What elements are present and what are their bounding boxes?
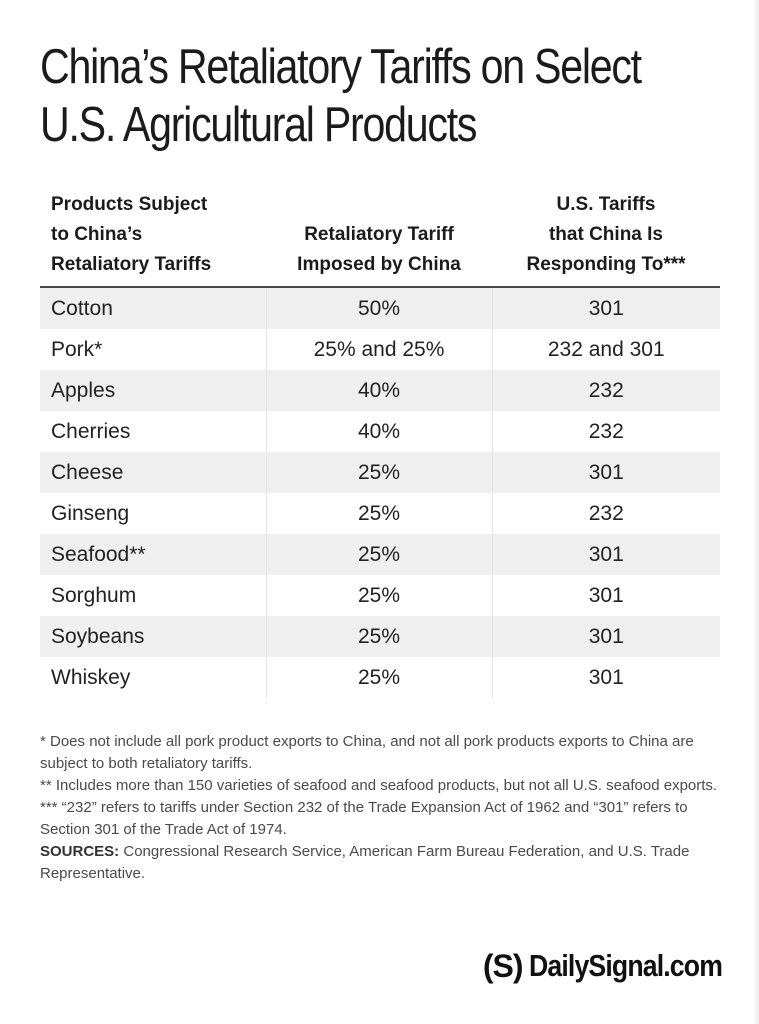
retaliatory-tariff-cell: 40% — [265, 411, 492, 452]
us-tariff-cell: 232 — [491, 411, 720, 452]
retaliatory-tariff-cell: 25% — [265, 616, 492, 657]
retaliatory-tariff-cell: 25% — [265, 534, 492, 575]
footnote-sections: *** “232” refers to tariffs under Sectio… — [40, 799, 688, 838]
us-tariff-cell: 301 — [491, 657, 720, 698]
table-header-row: Products Subject to China’s Retaliatory … — [40, 190, 720, 288]
page-title: China’s Retaliatory Tariffs on Select U.… — [40, 38, 642, 154]
header-us-tariffs-line: that China Is — [548, 224, 663, 245]
header-us-tariffs-line: U.S. Tariffs — [556, 194, 656, 215]
product-cell: Cherries — [51, 419, 131, 443]
title-line-1: China’s Retaliatory Tariffs on Select — [40, 40, 642, 94]
retaliatory-tariff-cell: 25% — [265, 575, 492, 616]
us-tariff-cell: 232 — [491, 493, 720, 534]
sources-label: SOURCES: — [40, 843, 120, 860]
us-tariff-cell: 301 — [491, 534, 720, 575]
title-line-2: U.S. Agricultural Products — [40, 98, 477, 152]
header-retaliatory-line: Imposed by China — [297, 254, 461, 275]
retaliatory-tariff-cell: 25% — [265, 452, 492, 493]
retaliatory-tariff-cell: 50% — [265, 287, 492, 329]
us-tariff-cell: 301 — [491, 287, 720, 329]
product-cell: Whiskey — [51, 665, 131, 689]
header-products-line: to China’s — [51, 224, 143, 245]
footnote-seafood: ** Includes more than 150 varieties of s… — [40, 777, 718, 794]
table-row: Pork* 25% and 25% 232 and 301 — [40, 329, 720, 370]
daily-signal-logo: (S) — [482, 948, 524, 984]
us-tariff-cell: 301 — [491, 575, 720, 616]
page-edge-shadow — [753, 0, 759, 1024]
table-row: Cotton 50% 301 — [40, 287, 720, 329]
sources-text: Congressional Research Service, American… — [40, 843, 690, 882]
product-cell: Pork* — [51, 337, 103, 361]
us-tariff-cell: 301 — [491, 616, 720, 657]
product-cell: Cotton — [40, 287, 266, 329]
table-row: Seafood** 25% 301 — [40, 534, 720, 575]
retaliatory-tariff-cell: 25% — [265, 493, 492, 534]
product-cell: Apples — [40, 370, 266, 411]
table-row: Apples 40% 232 — [40, 370, 720, 411]
table-row: Cherries 40% 232 — [40, 411, 720, 452]
retaliatory-tariff-cell: 25% and 25% — [265, 329, 492, 370]
header-products-line: Retaliatory Tariffs — [51, 254, 212, 275]
sources-note: SOURCES: Congressional Research Service,… — [40, 841, 730, 885]
product-cell: Sorghum — [51, 583, 137, 607]
table-row: Cheese 25% 301 — [40, 452, 720, 493]
header-us-tariffs-line: Responding To*** — [526, 254, 686, 275]
brand-footer: (S) DailySignal.com — [482, 946, 723, 986]
us-tariff-cell: 232 — [491, 370, 720, 411]
table-row: Sorghum 25% 301 — [40, 575, 720, 616]
header-products: Products Subject to China’s Retaliatory … — [40, 190, 266, 288]
tariffs-table: Products Subject to China’s Retaliatory … — [40, 190, 720, 698]
product-cell: Soybeans — [40, 616, 266, 657]
footnote-pork: * Does not include all pork product expo… — [40, 733, 694, 772]
header-products-line: Products Subject — [51, 194, 208, 215]
brand-wordmark: DailySignal.com — [528, 948, 723, 983]
us-tariff-cell: 301 — [491, 452, 720, 493]
table-row: Ginseng 25% 232 — [40, 493, 720, 534]
us-tariff-cell: 232 and 301 — [491, 329, 720, 370]
table-row: Soybeans 25% 301 — [40, 616, 720, 657]
footnotes: * Does not include all pork product expo… — [40, 731, 730, 885]
product-cell: Ginseng — [51, 501, 130, 525]
table-row: Whiskey 25% 301 — [40, 657, 720, 698]
retaliatory-tariff-cell: 25% — [265, 657, 492, 698]
header-us-tariffs: U.S. Tariffs that China Is Responding To… — [492, 190, 720, 288]
product-cell: Cheese — [40, 452, 266, 493]
header-retaliatory-line: Retaliatory Tariff — [304, 224, 454, 245]
retaliatory-tariff-cell: 40% — [265, 370, 492, 411]
product-cell: Seafood** — [40, 534, 266, 575]
header-retaliatory-tariff: Retaliatory Tariff Imposed by China — [266, 190, 492, 288]
